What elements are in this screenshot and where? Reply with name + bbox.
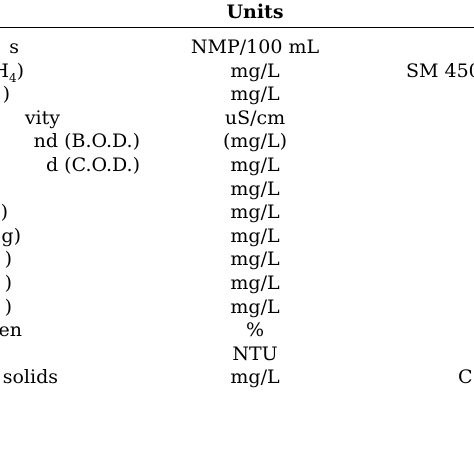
method-cell: C — [458, 366, 473, 389]
table-row: en % — [0, 319, 474, 343]
table-header: Units — [0, 0, 474, 26]
unit-cell: mg/L — [230, 366, 280, 389]
table-row: mg/L — [0, 178, 474, 202]
unit-cell: % — [245, 319, 265, 342]
table-row: ) mg/L — [0, 296, 474, 320]
unit-cell: mg/L — [230, 177, 280, 200]
table-row: NTU — [0, 343, 474, 367]
unit-cell: NMP/100 mL — [190, 36, 320, 58]
parameter-cell: solids — [2, 366, 58, 389]
units-column-header: Units — [226, 1, 284, 23]
parameter-cell: ) — [0, 201, 8, 224]
table-row: ) mg/L — [0, 272, 474, 296]
parameter-cell: vity — [24, 106, 60, 129]
table-row: g) mg/L — [0, 225, 474, 249]
parameter-cell: H4) — [0, 59, 24, 85]
parameter-cell: ) — [2, 83, 10, 106]
unit-cell: (mg/L) — [222, 130, 288, 153]
table-row: d (C.O.D.) mg/L — [0, 154, 474, 178]
parameter-cell: g) — [1, 224, 21, 247]
table-row: H4) mg/L SM 450 — [0, 60, 474, 84]
unit-cell: mg/L — [230, 83, 280, 106]
table-row: ) mg/L — [0, 248, 474, 272]
parameter-cell: ) — [4, 295, 12, 318]
unit-cell: uS/cm — [224, 106, 286, 129]
parameter-cell: nd (B.O.D.) — [33, 130, 140, 153]
unit-cell: NTU — [232, 342, 278, 365]
unit-cell: mg/L — [230, 295, 280, 318]
parameter-cell: ) — [4, 271, 12, 294]
table-row: vity uS/cm — [0, 107, 474, 131]
unit-cell: mg/L — [230, 59, 280, 82]
table-row: nd (B.O.D.) (mg/L) — [0, 130, 474, 154]
unit-cell: mg/L — [230, 248, 280, 271]
table-row: ) mg/L — [0, 83, 474, 107]
header-rule — [0, 27, 474, 28]
parameter-cell: ) — [4, 248, 12, 271]
parameter-cell: s — [9, 36, 19, 58]
table-row: solids mg/L C — [0, 366, 474, 390]
unit-cell: mg/L — [230, 201, 280, 224]
unit-cell: mg/L — [230, 271, 280, 294]
unit-cell: mg/L — [230, 224, 280, 247]
table-row: ) mg/L — [0, 201, 474, 225]
table-body: s NMP/100 mL H4) mg/L SM 450 ) mg/L vity… — [0, 36, 474, 390]
parameter-cell: d (C.O.D.) — [45, 153, 140, 176]
table-row: s NMP/100 mL — [0, 36, 474, 60]
method-cell: SM 450 — [406, 59, 474, 82]
parameter-cell: en — [0, 319, 22, 342]
unit-cell: mg/L — [230, 153, 280, 176]
